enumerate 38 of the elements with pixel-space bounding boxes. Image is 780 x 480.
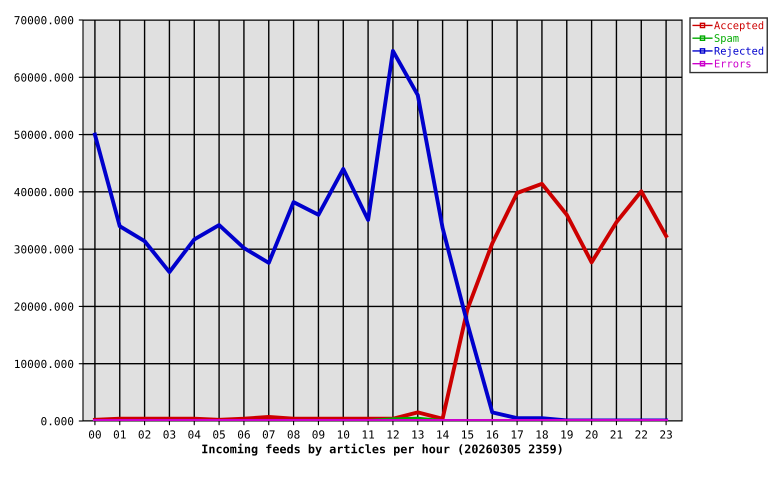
- legend-label: Errors: [714, 60, 751, 68]
- y-tick-label: 0.000: [41, 417, 74, 426]
- x-tick-label: 01: [114, 430, 126, 439]
- x-tick-label: 17: [512, 430, 523, 439]
- legend-label: Rejected: [714, 46, 764, 57]
- x-tick-label: 23: [660, 430, 672, 439]
- y-tick-label: 40000.000: [14, 188, 74, 196]
- x-tick-label: 08: [288, 430, 300, 439]
- y-tick-label: 20000.000: [14, 302, 74, 311]
- x-tick-label: 10: [338, 430, 350, 439]
- line-series: [92, 48, 668, 421]
- x-tick-label: 21: [610, 430, 622, 439]
- x-tick-label: 22: [635, 430, 648, 439]
- y-tick-label: 60000.000: [14, 73, 74, 82]
- x-tick-label: 13: [412, 430, 424, 439]
- x-axis-title: Incoming feeds by articles per hour (20260305 2359): [202, 444, 562, 456]
- x-tick-label: 18: [536, 430, 548, 439]
- y-tick-label: 70000.000: [14, 16, 74, 24]
- x-tick-label: 16: [486, 430, 498, 439]
- x-tick-label: 02: [138, 430, 150, 439]
- y-tick-label: 50000.000: [14, 130, 74, 139]
- x-tick-label: 12: [388, 430, 399, 439]
- legend-label: Accepted: [714, 21, 764, 32]
- x-tick-label: 04: [188, 430, 200, 439]
- x-tick-label: 00: [88, 430, 101, 439]
- y-tick-label: 10000.000: [15, 360, 74, 368]
- x-tick-label: 14: [437, 430, 449, 439]
- legend-label: Spam: [714, 34, 739, 44]
- x-tick-label: 19: [561, 430, 573, 439]
- x-tick-label: 09: [312, 430, 324, 439]
- x-tick-label: 03: [163, 430, 176, 439]
- x-tick-label: 07: [262, 430, 275, 439]
- x-tick-label: 06: [238, 430, 250, 439]
- x-tick-label: 15: [462, 430, 474, 439]
- x-tick-label: 05: [213, 430, 225, 439]
- y-tick-label: 30000.000: [14, 245, 74, 254]
- x-tick-label: 20: [586, 430, 598, 439]
- x-tick-label: 11: [362, 430, 374, 439]
